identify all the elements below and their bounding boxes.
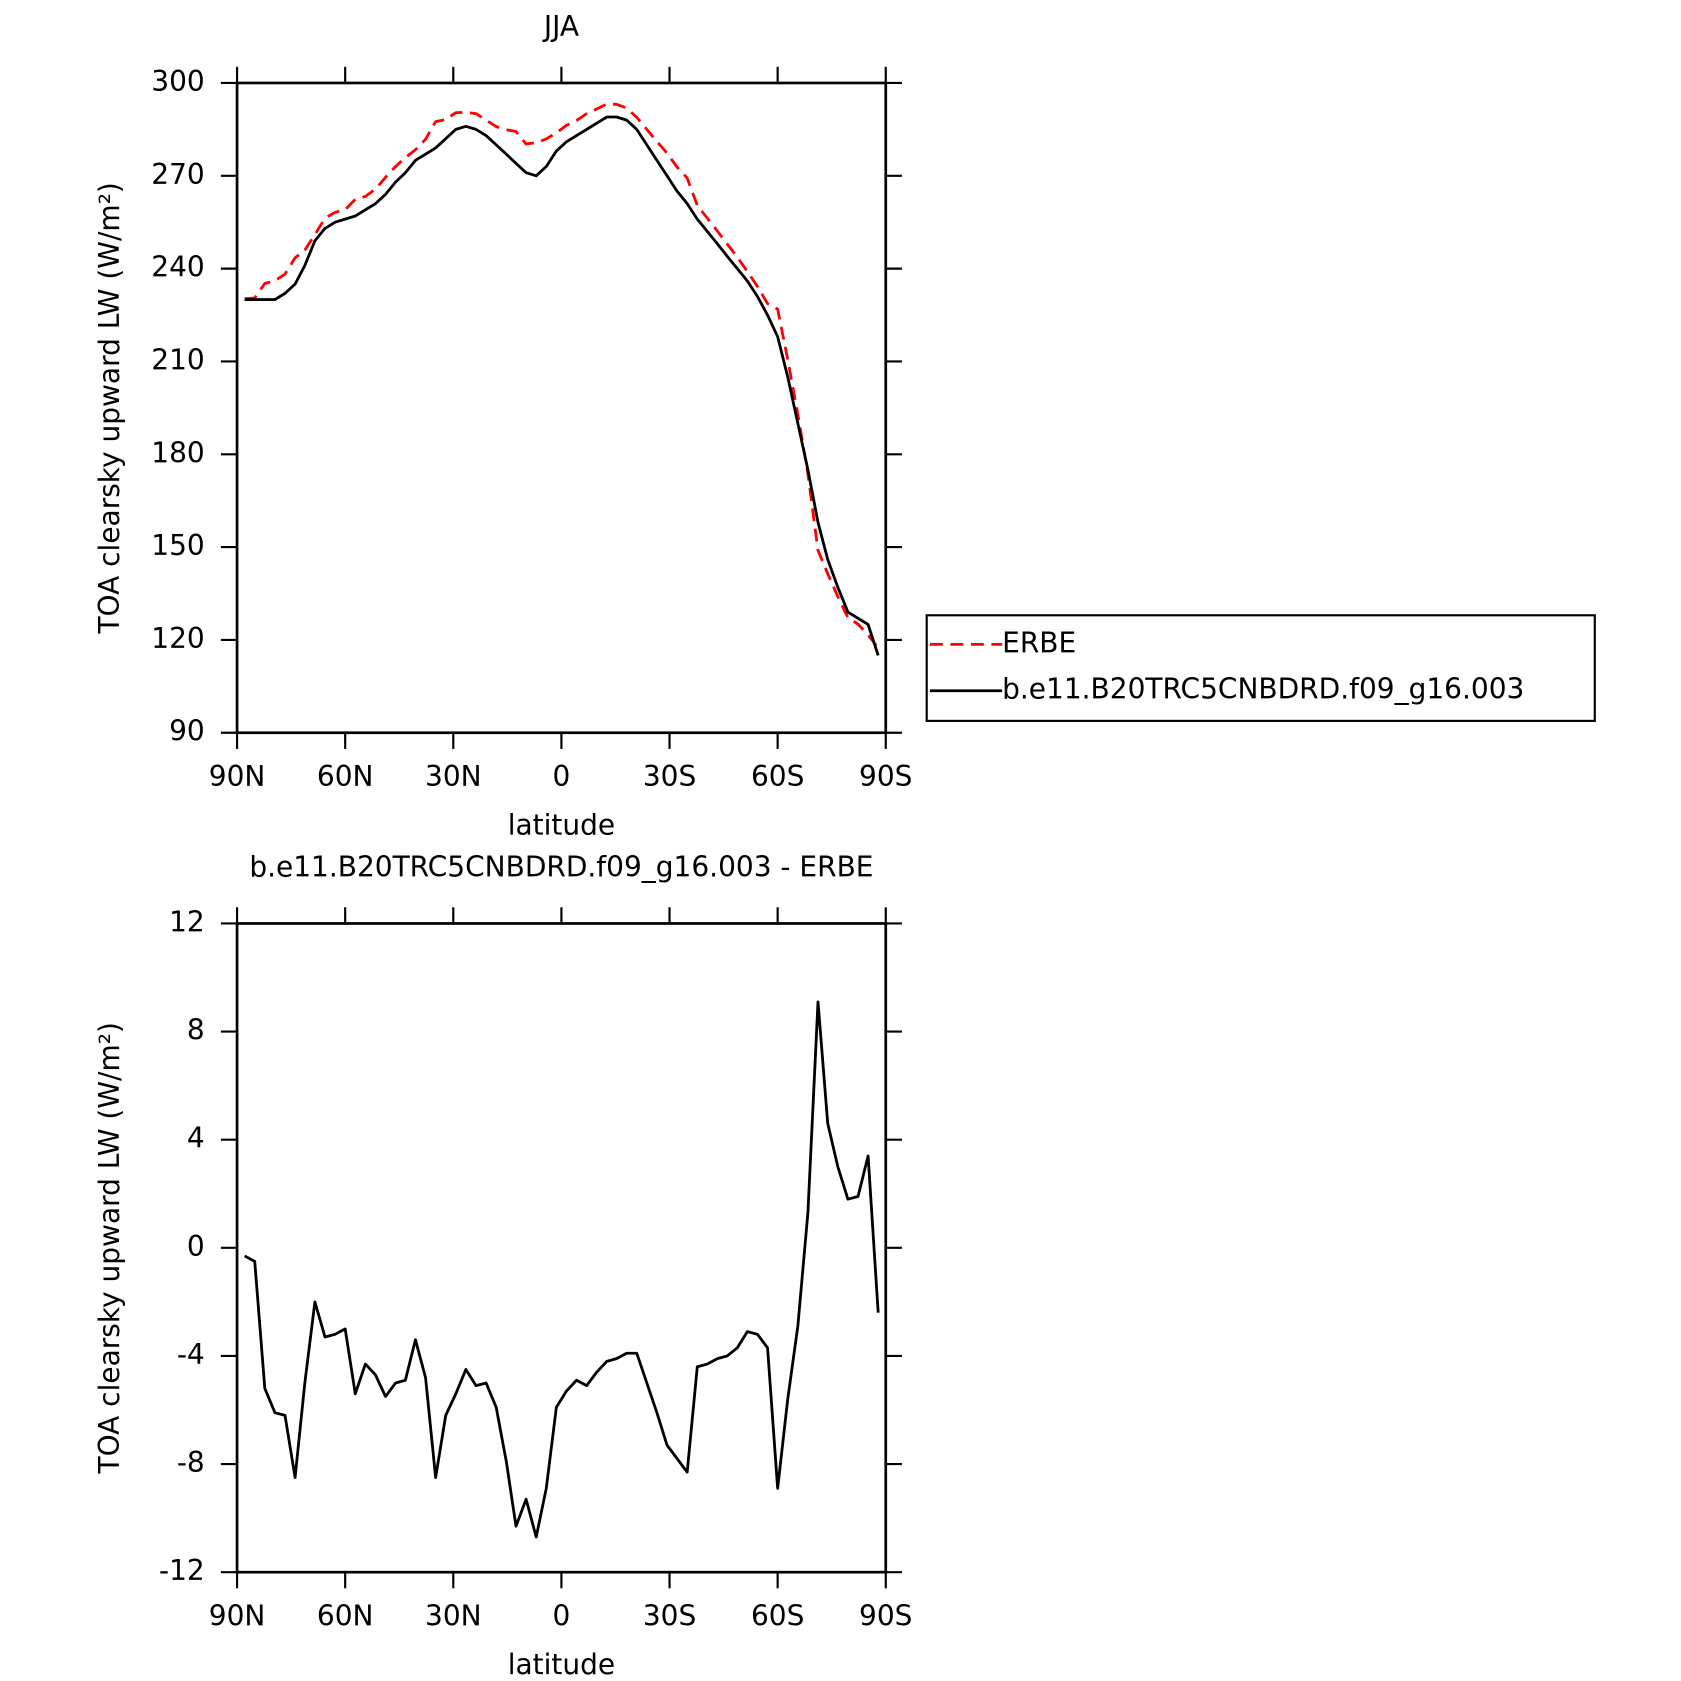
legend-label: b.e11.B20TRC5CNBDRD.f09_g16.003 [1002, 673, 1524, 706]
data-line [243, 1000, 880, 1539]
x-tick-label: 30S [643, 760, 696, 793]
x-tick-label: 0 [552, 1599, 570, 1632]
y-tick-label: -4 [177, 1338, 205, 1371]
y-tick-label: 150 [151, 529, 204, 562]
y-tick-label: 240 [151, 251, 204, 284]
data-line [244, 102, 880, 649]
x-tick-label: 60S [751, 760, 804, 793]
chart-title: b.e11.B20TRC5CNBDRD.f09_g16.003 - ERBE [249, 851, 873, 884]
x-tick-label: 30N [425, 760, 482, 793]
y-tick-label: 300 [151, 65, 204, 98]
plot-frame [235, 922, 888, 1574]
plot-frame [235, 81, 888, 735]
x-tick-label: 60S [751, 1599, 804, 1632]
y-tick-label: 210 [151, 343, 204, 376]
y-tick-label: 180 [151, 436, 204, 469]
data-line [244, 115, 880, 656]
legend-label: ERBE [1002, 626, 1076, 659]
x-axis-label: latitude [508, 808, 615, 841]
chart-title: JJA [542, 10, 579, 43]
x-tick-label: 0 [552, 760, 570, 793]
x-tick-label: 30S [643, 1599, 696, 1632]
y-tick-label: -12 [159, 1554, 205, 1587]
y-tick-label: -8 [177, 1446, 205, 1479]
y-tick-label: 4 [187, 1122, 205, 1155]
y-axis-label: TOA clearsky upward LW (W/m²) [93, 182, 126, 634]
y-axis-label: TOA clearsky upward LW (W/m²) [93, 1022, 126, 1474]
y-tick-label: 12 [169, 905, 205, 938]
x-tick-label: 90N [209, 1599, 266, 1632]
y-tick-label: 270 [151, 158, 204, 191]
x-tick-label: 90S [859, 1599, 912, 1632]
y-tick-label: 90 [169, 715, 205, 748]
y-tick-label: 8 [187, 1014, 205, 1047]
x-tick-label: 60N [317, 1599, 374, 1632]
x-tick-label: 90N [209, 760, 266, 793]
x-axis-label: latitude [508, 1648, 615, 1681]
x-tick-label: 30N [425, 1599, 482, 1632]
y-tick-label: 120 [151, 622, 204, 655]
x-tick-label: 90S [859, 760, 912, 793]
legend-box [925, 614, 1596, 722]
y-tick-label: 0 [187, 1230, 205, 1263]
x-tick-label: 60N [317, 760, 374, 793]
